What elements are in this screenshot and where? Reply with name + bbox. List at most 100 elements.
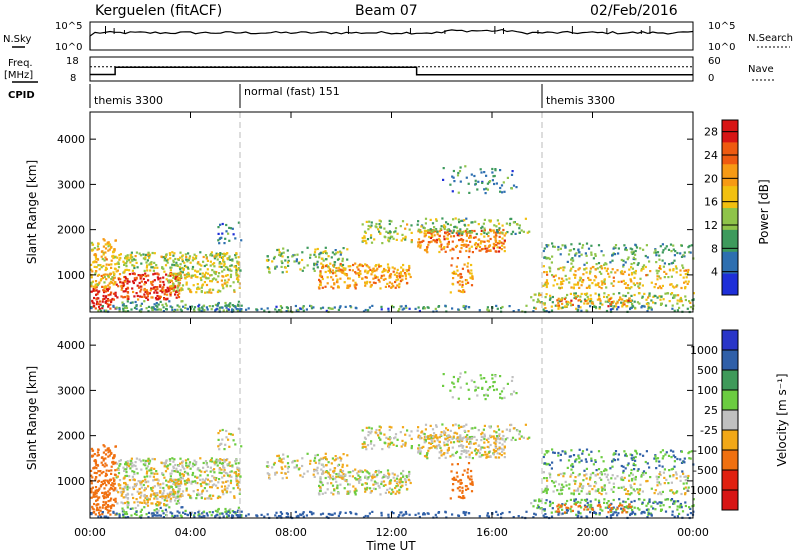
- power-cell: [467, 269, 470, 272]
- power-cell: [389, 231, 392, 234]
- velocity-cell: [215, 458, 218, 461]
- power-cell: [176, 275, 179, 278]
- velocity-cell: [166, 467, 169, 470]
- velocity-cell: [319, 476, 322, 479]
- power-cell: [485, 249, 489, 253]
- velocity-cell: [402, 475, 405, 478]
- power-cell: [297, 262, 300, 265]
- power-cell: [117, 266, 121, 269]
- power-cell: [191, 267, 194, 271]
- power-cell: [673, 286, 676, 289]
- power-cell: [126, 287, 130, 290]
- velocity-cell: [301, 464, 304, 468]
- power-cell: [390, 220, 393, 223]
- power-cell: [417, 306, 420, 309]
- power-cell: [410, 241, 413, 244]
- power-cell: [203, 264, 206, 268]
- velocity-cell: [376, 482, 379, 485]
- power-cell: [348, 268, 351, 272]
- velocity-cell: [386, 476, 389, 480]
- power-cell: [101, 276, 105, 280]
- velocity-cell: [219, 496, 222, 499]
- power-cell: [92, 302, 95, 305]
- power-cell: [161, 291, 164, 294]
- velocity-cell: [144, 487, 147, 490]
- power-cell: [137, 286, 141, 289]
- power-cell: [206, 259, 209, 262]
- power-cell: [641, 295, 644, 298]
- power-cell: [370, 273, 373, 276]
- velocity-cell: [200, 492, 203, 495]
- power-cell: [364, 263, 367, 266]
- power-cell: [553, 279, 556, 282]
- power-cell: [525, 304, 528, 307]
- power-cell: [638, 302, 641, 305]
- power-cell: [375, 269, 378, 272]
- velocity-cell: [132, 464, 136, 467]
- power-cell: [583, 268, 586, 271]
- power-cell: [532, 310, 535, 313]
- velocity-cell: [124, 474, 127, 478]
- power-cell: [475, 247, 478, 250]
- power-cell: [217, 289, 220, 292]
- velocity-cell: [135, 467, 138, 470]
- velocity-cell: [424, 428, 427, 431]
- power-cell: [559, 283, 562, 286]
- velocity-cell: [462, 445, 465, 448]
- power-cell: [467, 182, 470, 185]
- power-cell: [94, 272, 97, 275]
- power-cell: [282, 251, 285, 254]
- power-cell: [520, 229, 523, 232]
- velocity-cell: [477, 386, 480, 389]
- power-cell: [470, 173, 473, 176]
- velocity-cell: [556, 505, 559, 508]
- velocity-cell: [487, 446, 490, 449]
- velocity-cell: [361, 470, 364, 474]
- power-cell: [460, 219, 463, 222]
- power-cell: [433, 234, 436, 237]
- velocity-cell: [543, 508, 546, 511]
- power-cell: [159, 300, 162, 303]
- velocity-cell: [196, 482, 199, 485]
- power-cell: [295, 258, 298, 261]
- power-cell: [340, 270, 343, 273]
- velocity-cell: [165, 496, 169, 499]
- power-cell: [100, 309, 103, 312]
- power-cell: [454, 217, 457, 220]
- velocity-cell: [482, 453, 485, 457]
- power-cell: [486, 188, 489, 191]
- power-cell: [175, 296, 178, 299]
- velocity-cell: [499, 396, 502, 399]
- power-cell: [679, 269, 682, 272]
- velocity-cell: [94, 513, 97, 516]
- power-cell: [443, 227, 446, 231]
- power-cell: [402, 237, 405, 240]
- power-cell: [558, 300, 561, 303]
- power-cell: [374, 276, 377, 279]
- power-cell: [472, 236, 475, 239]
- power-cell: [459, 228, 462, 231]
- velocity-cell: [317, 492, 321, 495]
- velocity-cell: [219, 429, 222, 432]
- velocity-cell: [656, 481, 659, 484]
- velocity-cell: [498, 446, 501, 450]
- power-cell: [463, 290, 466, 293]
- velocity-cell: [233, 496, 236, 499]
- velocity-cell: [194, 481, 197, 484]
- power-cell: [95, 270, 98, 273]
- power-cell: [200, 286, 203, 289]
- power-cell: [125, 305, 128, 308]
- velocity-cell: [369, 487, 372, 490]
- power-cell: [164, 264, 168, 267]
- velocity-cell: [95, 464, 98, 467]
- velocity-cell: [500, 454, 503, 457]
- velocity-cell: [316, 466, 319, 469]
- power-cell: [144, 281, 147, 284]
- power-cell: [676, 284, 679, 287]
- power-cell: [460, 233, 464, 237]
- power-cell: [545, 256, 548, 259]
- power-cell: [683, 269, 686, 272]
- velocity-cell: [448, 435, 451, 438]
- power-cell: [483, 231, 486, 235]
